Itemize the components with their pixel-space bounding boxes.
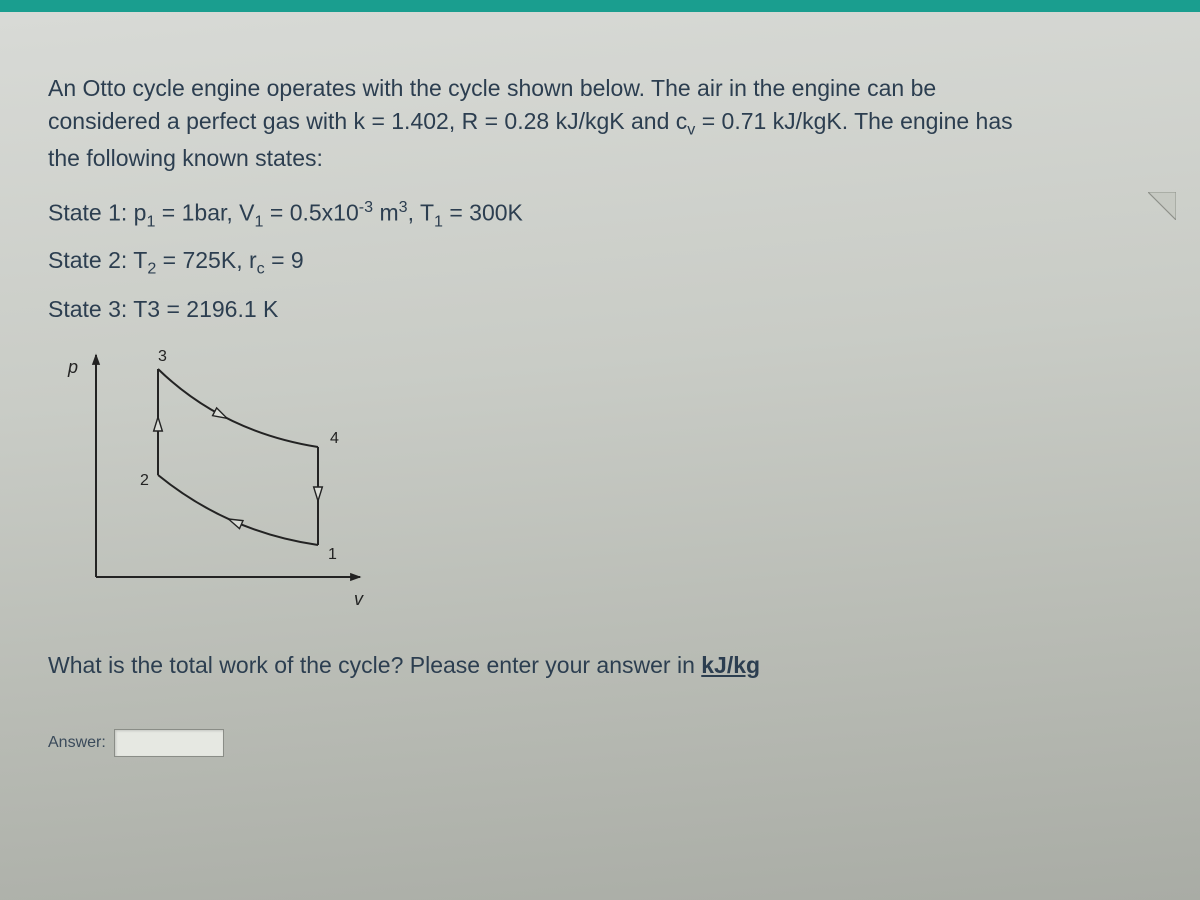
- problem-statement: An Otto cycle engine operates with the c…: [48, 72, 1152, 176]
- question-page: An Otto cycle engine operates with the c…: [0, 12, 1200, 900]
- answer-input[interactable]: [114, 729, 224, 757]
- svg-text:3: 3: [158, 348, 167, 365]
- answer-unit: kJ/kg: [701, 652, 760, 678]
- svg-text:v: v: [354, 589, 364, 609]
- top-accent-bar: [0, 0, 1200, 12]
- page-corner-fold-icon: [1148, 192, 1176, 220]
- svg-text:2: 2: [140, 472, 149, 489]
- pv-diagram-svg: p v 1 2 3 4: [48, 337, 388, 617]
- question-text: What is the total work of the cycle? Ple…: [48, 652, 1152, 679]
- answer-label: Answer:: [48, 734, 106, 752]
- state-3: State 3: T3 = 2196.1 K: [48, 293, 1152, 325]
- state-2: State 2: T2 = 725K, rc = 9: [48, 244, 1152, 280]
- answer-row: Answer:: [48, 729, 1152, 757]
- intro-line-2-prefix: considered a perfect gas with k = 1.402,…: [48, 108, 687, 134]
- intro-line-1: An Otto cycle engine operates with the c…: [48, 75, 936, 101]
- svg-text:p: p: [67, 357, 78, 377]
- svg-text:1: 1: [328, 546, 337, 563]
- svg-text:4: 4: [330, 430, 339, 447]
- pv-diagram: p v 1 2 3 4: [48, 337, 1152, 622]
- state-1: State 1: p1 = 1bar, V1 = 0.5x10-3 m3, T1…: [48, 196, 1152, 233]
- intro-line-3: the following known states:: [48, 145, 323, 171]
- intro-line-2-suffix: = 0.71 kJ/kgK. The engine has: [695, 108, 1012, 134]
